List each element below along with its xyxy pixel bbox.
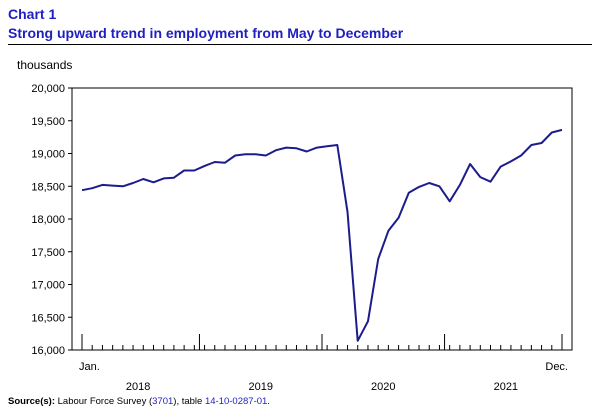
x-end-label: Dec.	[545, 361, 568, 373]
data-point	[357, 340, 359, 342]
data-point	[490, 181, 492, 183]
data-point	[224, 162, 226, 164]
y-tick-label: 19,000	[31, 149, 65, 161]
data-point	[510, 160, 512, 162]
source-label: Source(s):	[8, 396, 55, 407]
series-points	[81, 129, 563, 342]
data-point	[530, 144, 532, 146]
data-point	[214, 161, 216, 163]
y-tick-label: 16,000	[31, 345, 65, 357]
y-axis: 16,000 16,500 17,000 17,500 18,000 18,500 19,0…	[31, 83, 72, 357]
source-text-middle: ), table	[173, 396, 205, 407]
data-point	[285, 147, 287, 149]
data-point	[91, 187, 93, 189]
data-point	[367, 320, 369, 322]
data-point	[183, 170, 185, 172]
y-tick-label: 20,000	[31, 83, 65, 95]
data-point	[408, 192, 410, 194]
survey-link[interactable]: 3701	[152, 396, 174, 407]
data-point	[173, 177, 175, 179]
x-axis: Jan. Dec. 2018 2019 2020 2021	[79, 334, 568, 393]
data-point	[265, 154, 267, 156]
data-point	[377, 258, 379, 260]
chart-number: Chart 1	[8, 6, 57, 22]
data-point	[275, 149, 277, 151]
data-point	[295, 147, 297, 149]
data-point	[316, 147, 318, 149]
data-point	[152, 181, 154, 183]
series-line	[81, 128, 563, 342]
year-label: 2019	[248, 381, 272, 393]
data-point	[520, 154, 522, 156]
year-label: 2021	[494, 381, 518, 393]
data-point	[326, 145, 328, 147]
data-point	[479, 176, 481, 178]
y-tick-label: 18,500	[31, 181, 65, 193]
data-point	[336, 144, 338, 146]
data-point	[449, 200, 451, 202]
year-label: 2020	[371, 381, 395, 393]
data-point	[418, 186, 420, 188]
source-text-after: .	[267, 396, 270, 407]
data-point	[193, 170, 195, 172]
data-point	[561, 129, 563, 131]
data-point	[142, 178, 144, 180]
data-point	[469, 163, 471, 165]
data-point	[132, 182, 134, 184]
data-point	[387, 230, 389, 232]
data-point	[234, 154, 236, 156]
data-point	[255, 153, 257, 155]
data-point	[163, 177, 165, 179]
data-point	[112, 185, 114, 187]
y-tick-label: 17,000	[31, 280, 65, 292]
y-tick-label: 18,000	[31, 214, 65, 226]
x-start-label: Jan.	[79, 361, 100, 373]
data-point	[428, 182, 430, 184]
data-point	[81, 189, 83, 191]
y-tick-label: 16,500	[31, 312, 65, 324]
chart-title: Strong upward trend in employment from M…	[8, 25, 404, 41]
data-point	[101, 184, 103, 186]
y-tick-label: 19,500	[31, 116, 65, 128]
data-point	[122, 185, 124, 187]
data-point	[500, 166, 502, 168]
data-point	[551, 132, 553, 134]
table-link[interactable]: 14-10-0287-01	[204, 396, 268, 407]
year-label: 2018	[126, 381, 150, 393]
source-text-before: Labour Force Survey (	[57, 396, 153, 407]
data-point	[541, 142, 543, 144]
data-point	[438, 185, 440, 187]
data-point	[244, 153, 246, 155]
data-point	[306, 151, 308, 153]
data-point	[204, 165, 206, 167]
data-point	[398, 217, 400, 219]
line-chart: 16,000 16,500 17,000 17,500 18,000 18,500 19,0…	[31, 83, 573, 393]
y-tick-label: 17,500	[31, 247, 65, 259]
plot-area	[71, 87, 573, 351]
source-note: Source(s): Labour Force Survey (3701), t…	[8, 396, 270, 407]
y-axis-unit-label: thousands	[17, 58, 73, 72]
title-divider	[8, 44, 592, 45]
data-point	[347, 211, 349, 213]
data-point	[459, 184, 461, 186]
